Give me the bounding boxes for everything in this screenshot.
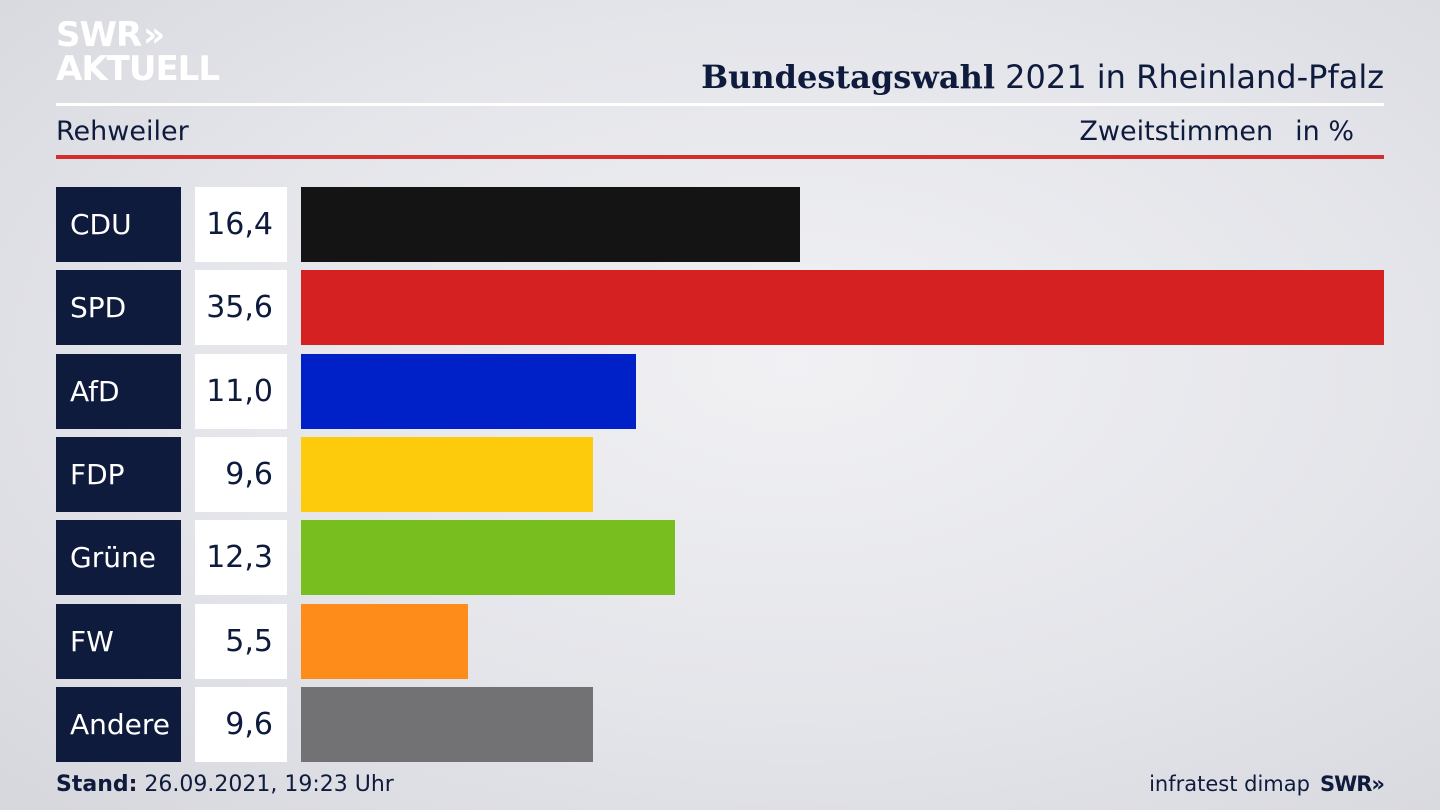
timestamp: Stand: 26.09.2021, 19:23 Uhr: [56, 772, 394, 797]
logo-text-swr: SWR: [56, 15, 142, 55]
value-label: 9,6: [195, 687, 287, 762]
value-label: 9,6: [195, 437, 287, 512]
bar-andere: [301, 687, 593, 762]
party-label: FDP: [56, 437, 181, 512]
bar-row: FW 5,5: [56, 604, 1384, 679]
bar-row: Andere 9,6: [56, 687, 1384, 762]
party-label: CDU: [56, 187, 181, 262]
bar-cdu: [301, 187, 800, 262]
bar-row: FDP 9,6: [56, 437, 1384, 512]
bar-row: AfD 11,0: [56, 354, 1384, 429]
bar-row: Grüne 12,3: [56, 520, 1384, 595]
source-credit: infratest dimap SWR»: [1149, 772, 1385, 796]
swr-brand-logo: SWR»: [1319, 772, 1385, 796]
chart-title: Bundestagswahl 2021 in Rheinland-Pfalz: [701, 58, 1384, 96]
header-divider: [56, 103, 1384, 106]
bar-afd: [301, 354, 636, 429]
chart-title-rest: 2021 in Rheinland-Pfalz: [1005, 58, 1384, 96]
bar-spd: [301, 270, 1384, 345]
accent-divider: [56, 155, 1384, 159]
party-label: AfD: [56, 354, 181, 429]
bar-row: SPD 35,6: [56, 270, 1384, 345]
value-label: 16,4: [195, 187, 287, 262]
bar-fw: [301, 604, 468, 679]
value-label: 35,6: [195, 270, 287, 345]
chart-title-bold: Bundestagswahl: [701, 58, 995, 96]
value-label: 5,5: [195, 604, 287, 679]
swr-aktuell-logo: SWR» AKTUELL: [56, 15, 220, 89]
value-label: 11,0: [195, 354, 287, 429]
logo-text-aktuell: AKTUELL: [56, 49, 220, 89]
measure-label: Zweitstimmen in %: [1079, 116, 1354, 147]
party-label: FW: [56, 604, 181, 679]
source-name: infratest dimap: [1149, 772, 1310, 796]
value-label: 12,3: [195, 520, 287, 595]
location-label: Rehweiler: [56, 116, 189, 147]
party-label: Andere: [56, 687, 181, 762]
party-label: SPD: [56, 270, 181, 345]
measure-name: Zweitstimmen: [1079, 116, 1274, 147]
timestamp-value: 26.09.2021, 19:23 Uhr: [144, 772, 394, 797]
bar-fdp: [301, 437, 593, 512]
party-label: Grüne: [56, 520, 181, 595]
timestamp-label: Stand:: [56, 772, 138, 797]
bar-grne: [301, 520, 675, 595]
bar-row: CDU 16,4: [56, 187, 1384, 262]
unit-label: in %: [1295, 116, 1354, 147]
